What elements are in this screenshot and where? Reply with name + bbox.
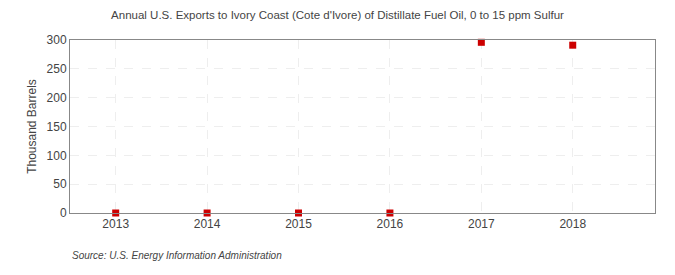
- svg-text:250: 250: [47, 62, 67, 76]
- svg-text:2013: 2013: [102, 217, 129, 231]
- svg-text:150: 150: [47, 120, 67, 134]
- svg-text:2015: 2015: [285, 217, 312, 231]
- svg-text:100: 100: [47, 149, 67, 163]
- svg-text:0: 0: [60, 206, 67, 220]
- svg-text:2016: 2016: [377, 217, 404, 231]
- svg-text:2014: 2014: [194, 217, 221, 231]
- svg-text:200: 200: [47, 91, 67, 105]
- svg-text:Thousand Barrels: Thousand Barrels: [25, 79, 39, 174]
- svg-text:Annual U.S. Exports to Ivory C: Annual U.S. Exports to Ivory Coast (Cote…: [111, 9, 564, 21]
- svg-text:2017: 2017: [468, 217, 495, 231]
- svg-text:300: 300: [47, 33, 67, 47]
- svg-text:Source: U.S. Energy Informatio: Source: U.S. Energy Information Administ…: [72, 250, 282, 261]
- svg-text:2018: 2018: [559, 217, 586, 231]
- svg-text:50: 50: [53, 177, 67, 191]
